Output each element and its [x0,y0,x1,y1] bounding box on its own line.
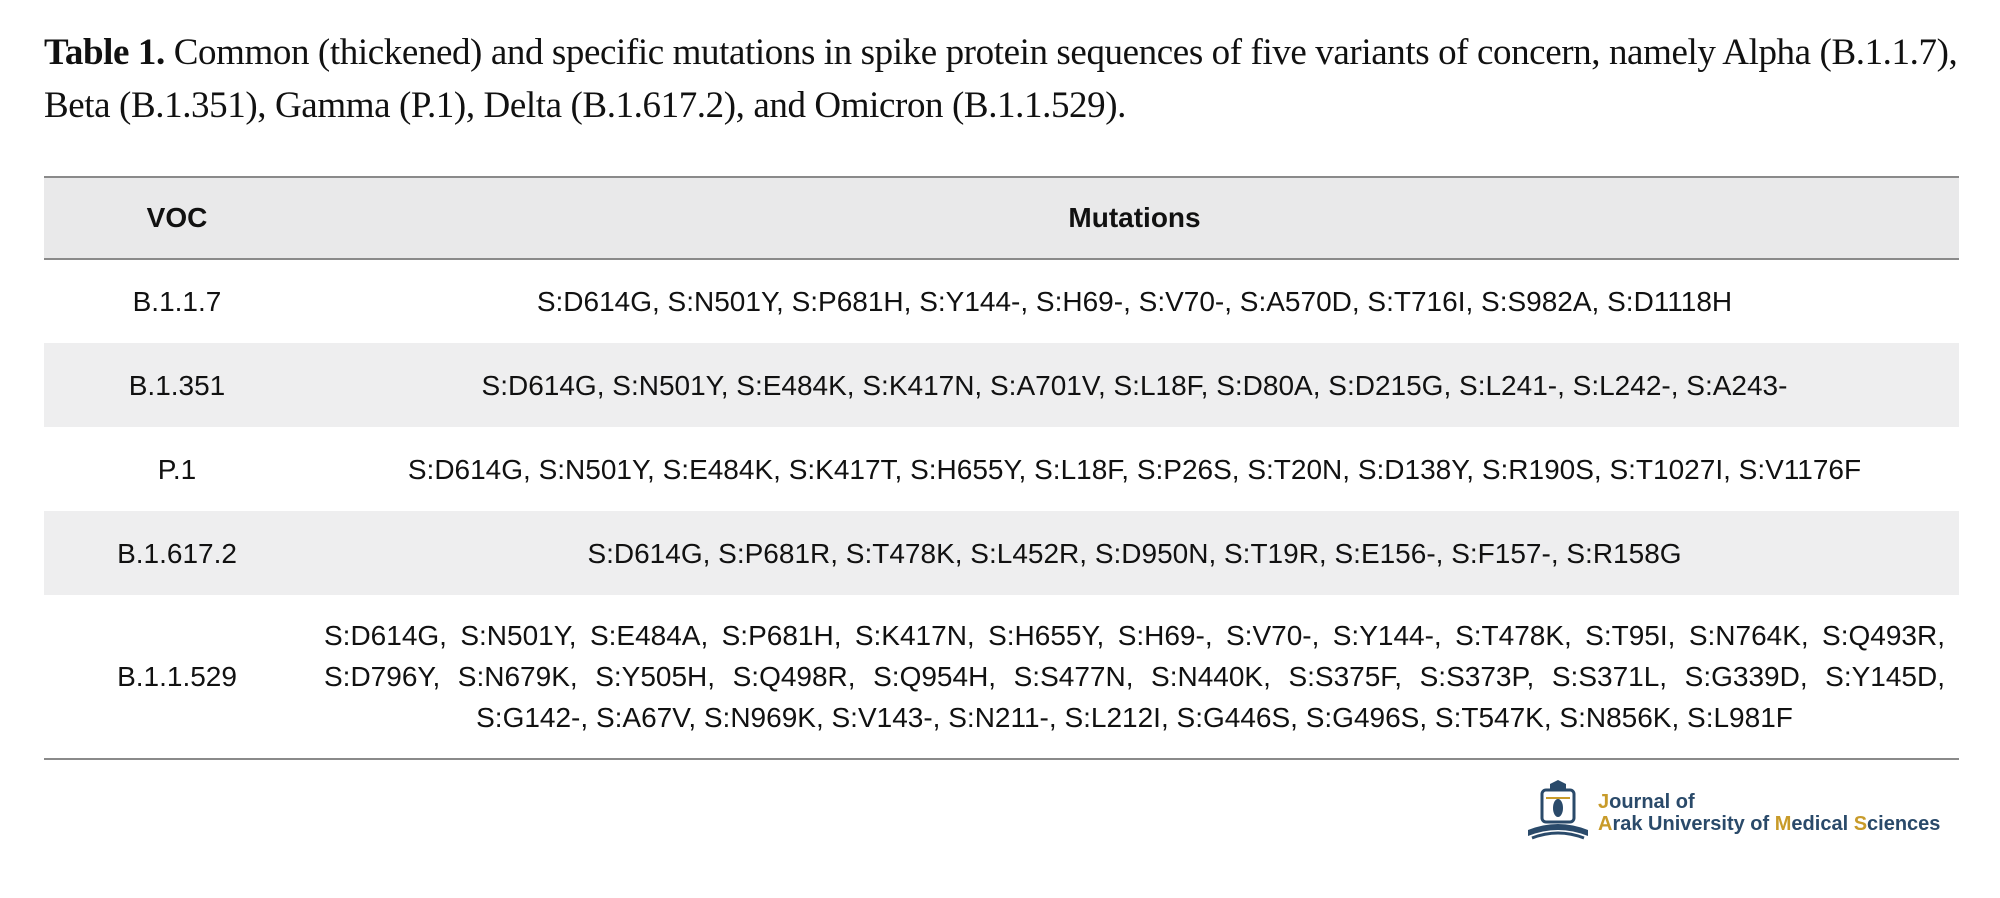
mutations-table: VOC Mutations B.1.1.7 S:D614G, S:N501Y, … [44,176,1959,760]
voc-cell: B.1.1.7 [132,286,222,317]
journal-name: Journal of Arak University of Medical Sc… [1598,791,1940,835]
voc-cell: B.1.351 [128,369,226,401]
journal-logo: Journal of Arak University of Medical Sc… [1522,778,1962,849]
table-row: B.1.617.2 S:D614G, S:P681R, S:T478K, S:L… [44,511,1959,595]
mutations-table-container: VOC Mutations B.1.1.7 S:D614G, S:N501Y, … [44,176,1959,760]
caption-text: Common (thickened) and specific mutation… [44,32,1958,126]
table-row: B.1.1.529 S:D614G, S:N501Y, S:E484A, S:P… [44,595,1959,759]
caption-label: Table 1. [44,32,165,73]
mutations-cell: S:D614G, S:N501Y, S:E484A, S:P681H, S:K4… [324,620,1945,733]
table-row: B.1.1.7 S:D614G, S:N501Y, S:P681H, S:Y14… [44,259,1959,343]
mutations-cell: S:D614G, S:N501Y, S:P681H, S:Y144-, S:H6… [536,286,1733,317]
table-row: B.1.351 S:D614G, S:N501Y, S:E484K, S:K41… [44,343,1959,427]
voc-cell: P.1 [157,453,197,485]
table-caption: Table 1. Common (thickened) and specific… [44,26,1964,132]
journal-name-line2: Arak University of Medical Sciences [1598,813,1941,835]
header-mutations: Mutations [1068,202,1201,233]
mutations-cell: S:D614G, S:N501Y, S:E484K, S:K417T, S:H6… [407,453,1862,485]
table-header-row: VOC Mutations [44,177,1959,259]
table-row: P.1 S:D614G, S:N501Y, S:E484K, S:K417T, … [44,427,1959,511]
journal-emblem-icon [1522,778,1594,849]
mutations-cell: S:D614G, S:P681R, S:T478K, S:L452R, S:D9… [587,537,1682,569]
header-voc: VOC [146,202,208,233]
voc-cell: B.1.1.529 [117,661,237,692]
journal-name-line1: Journal of [1598,791,1695,813]
mutations-cell: S:D614G, S:N501Y, S:E484K, S:K417N, S:A7… [481,369,1788,401]
voc-cell: B.1.617.2 [117,537,237,569]
